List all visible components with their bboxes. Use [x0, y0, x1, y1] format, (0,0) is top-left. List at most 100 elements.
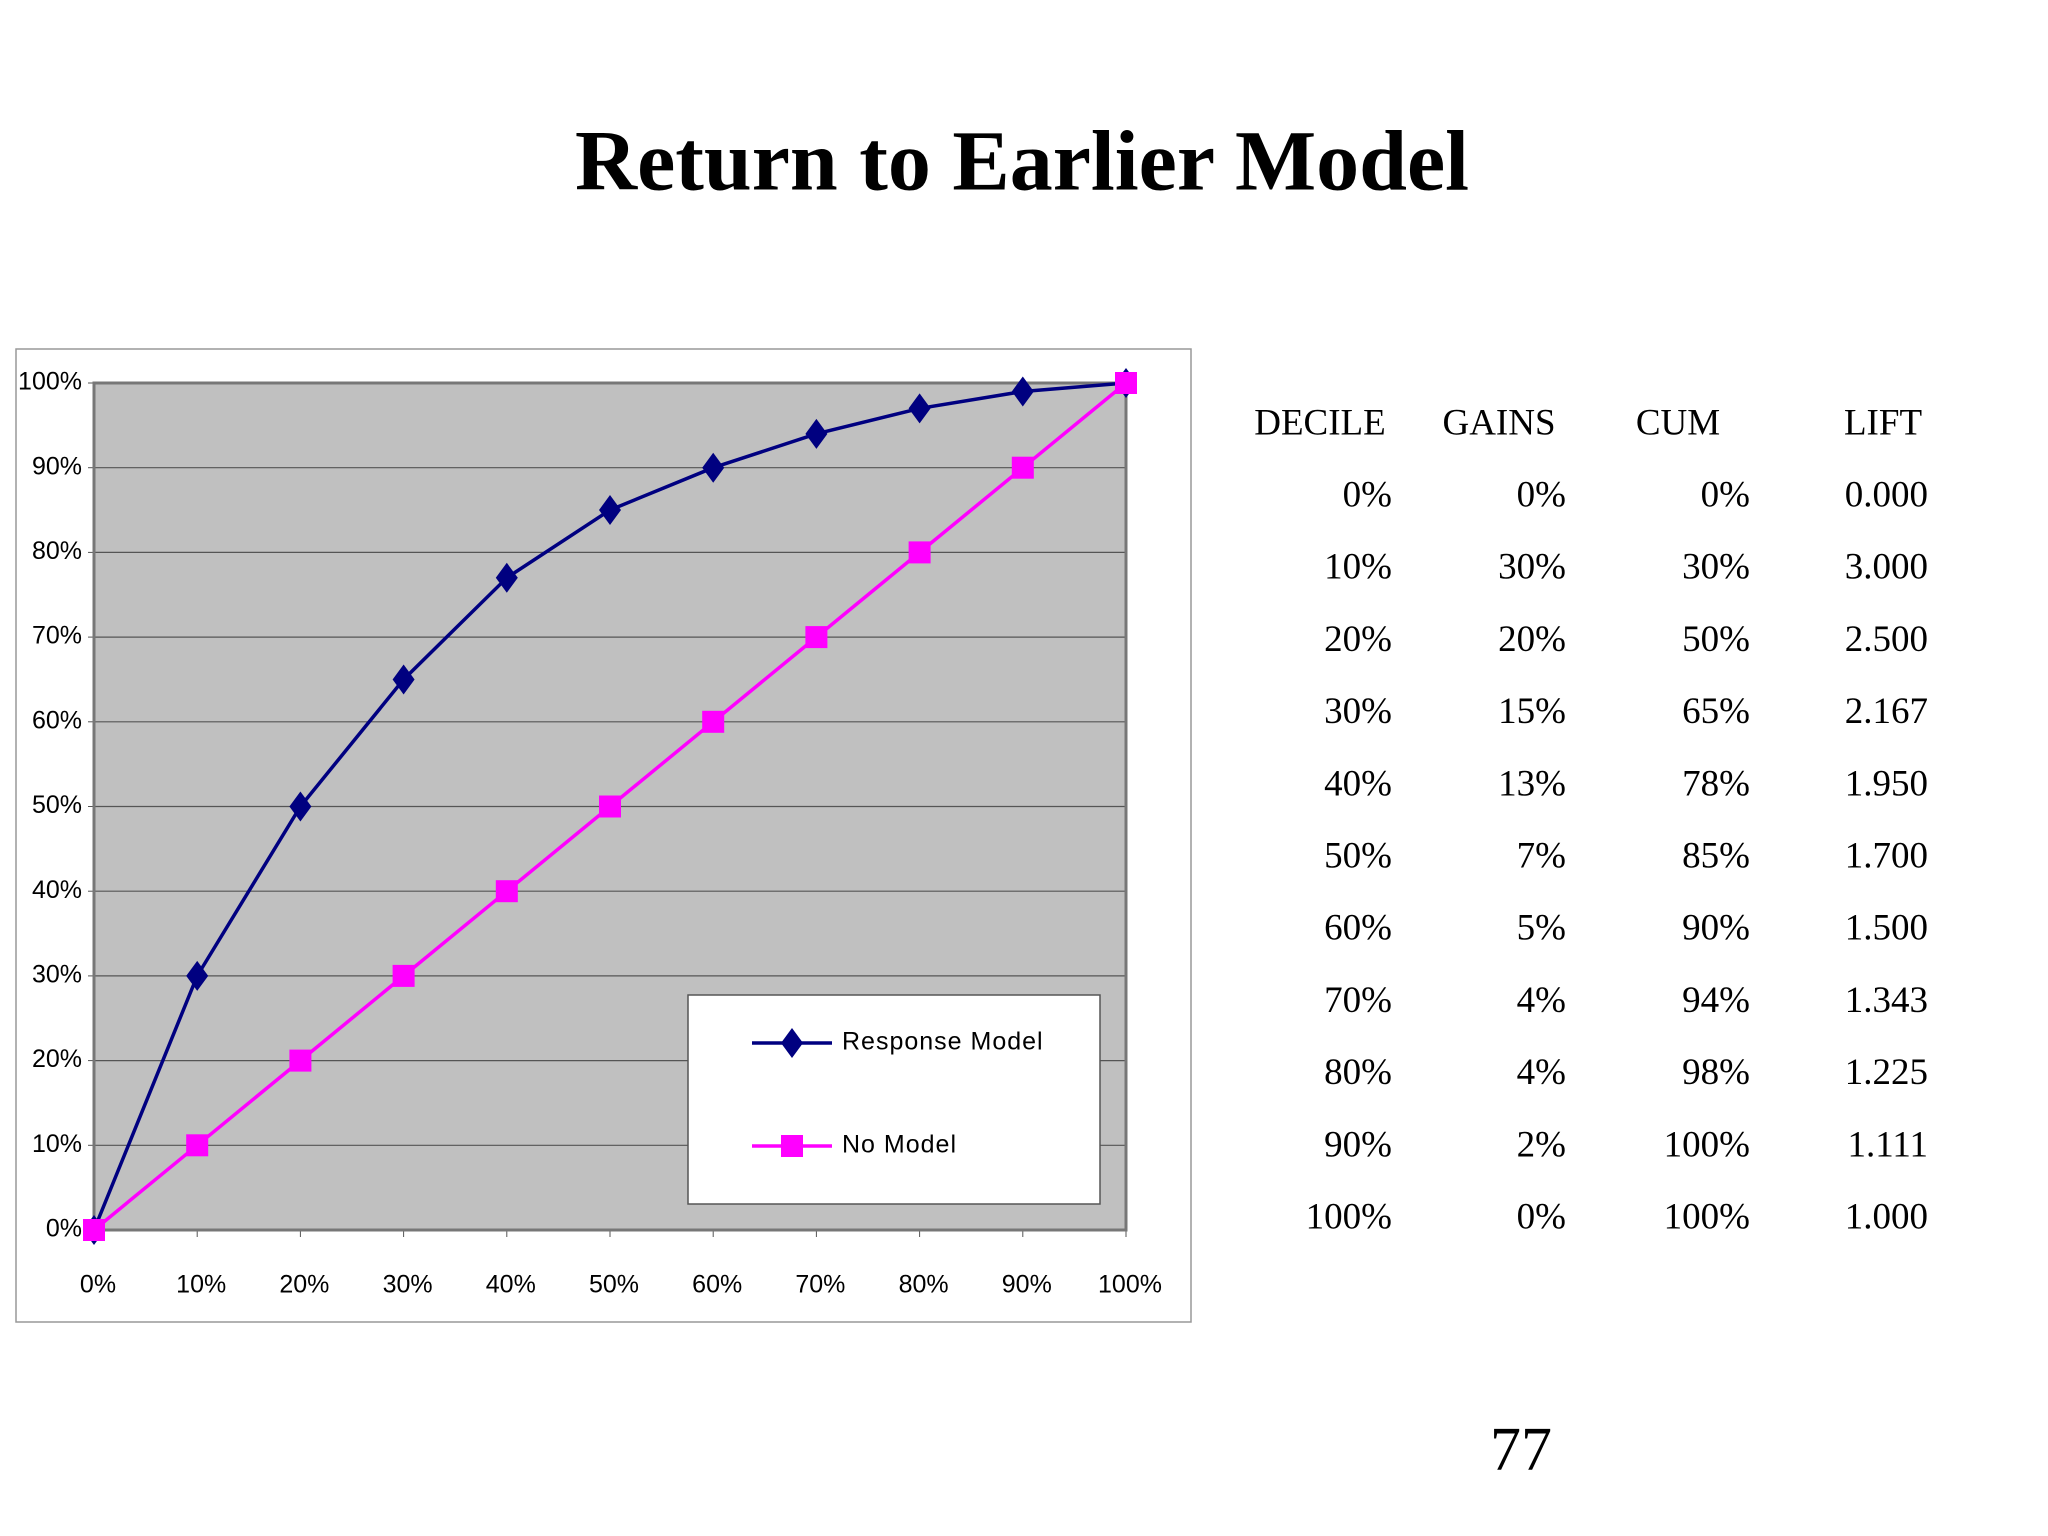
table-cell: 0% — [1343, 474, 1392, 515]
table-cell: 7% — [1517, 835, 1566, 876]
table-cell: 2.167 — [1845, 691, 1928, 732]
x-tick-label: 20% — [279, 1271, 329, 1299]
x-tick-label: 50% — [589, 1271, 639, 1299]
marker — [908, 393, 931, 424]
table-cell: 1.343 — [1845, 980, 1928, 1021]
x-tick-label: 70% — [795, 1271, 845, 1299]
table-cell: 10% — [1324, 547, 1392, 588]
table-cell: 13% — [1498, 763, 1566, 804]
marker — [392, 964, 415, 987]
x-tick-label: 0% — [80, 1271, 116, 1299]
legend-marker — [781, 1028, 803, 1058]
x-tick-label: 10% — [176, 1271, 226, 1299]
marker — [1011, 456, 1034, 479]
table-cell: 0% — [1517, 474, 1566, 515]
table-cell: 0.000 — [1845, 474, 1928, 515]
y-tick-label: 90% — [32, 452, 82, 480]
marker — [599, 495, 621, 526]
table-header: LIFT — [1844, 402, 1922, 443]
marker — [702, 452, 725, 483]
table-cell: 30% — [1498, 547, 1566, 588]
x-tick-label: 90% — [1002, 1271, 1052, 1299]
table-cell: 2% — [1517, 1124, 1566, 1165]
y-tick-label: 20% — [32, 1045, 82, 1073]
table-cell: 3.000 — [1845, 547, 1928, 588]
marker — [805, 626, 828, 649]
table-cell: 50% — [1324, 835, 1392, 876]
marker — [702, 710, 725, 733]
plot-border — [92, 381, 1128, 1232]
table-cell: 1.950 — [1845, 763, 1928, 804]
table-cell: 85% — [1682, 835, 1750, 876]
marker — [599, 795, 621, 818]
x-tick-label: 80% — [899, 1271, 949, 1299]
legend-label: Response Model — [842, 1028, 1044, 1056]
slide-title: Return to Earlier Model — [575, 113, 1469, 209]
table-cell: 1.000 — [1845, 1196, 1928, 1237]
table-cell: 50% — [1682, 619, 1750, 660]
table-cell: 94% — [1682, 980, 1750, 1021]
marker — [186, 1134, 209, 1157]
marker — [186, 960, 209, 991]
table-cell: 90% — [1682, 908, 1750, 949]
marker — [1115, 372, 1137, 394]
table-cell: 20% — [1498, 619, 1566, 660]
table-cell: 1.225 — [1845, 1052, 1928, 1093]
table-cell: 78% — [1682, 763, 1750, 804]
marker — [805, 418, 828, 449]
table-cell: 65% — [1682, 691, 1750, 732]
table-cell: 20% — [1324, 619, 1392, 660]
marker — [495, 562, 518, 593]
table-cell: 2.500 — [1845, 619, 1928, 660]
legend: Response Model No Model — [687, 994, 1101, 1205]
y-tick-label: 100% — [18, 368, 82, 396]
marker — [392, 664, 415, 695]
x-tick-label: 100% — [1098, 1271, 1162, 1299]
table-cell: 70% — [1324, 980, 1392, 1021]
legend-marker — [781, 1135, 803, 1157]
table-cell: 100% — [1664, 1196, 1750, 1237]
table-header: CUM — [1636, 402, 1720, 443]
table-cell: 1.700 — [1845, 835, 1928, 876]
x-tick-label: 40% — [486, 1271, 536, 1299]
marker — [289, 791, 312, 822]
table-cell: 15% — [1498, 691, 1566, 732]
y-tick-label: 10% — [32, 1130, 82, 1158]
y-tick-label: 50% — [32, 791, 82, 819]
marker — [908, 541, 931, 564]
table-cell: 60% — [1324, 908, 1392, 949]
y-tick-label: 60% — [32, 706, 82, 734]
legend-label: No Model — [842, 1131, 957, 1159]
table-cell: 80% — [1324, 1052, 1392, 1093]
table-cell: 30% — [1682, 547, 1750, 588]
x-tick-label: 30% — [383, 1271, 433, 1299]
table-cell: 40% — [1324, 763, 1392, 804]
table-header: GAINS — [1442, 402, 1555, 443]
y-tick-label: 40% — [32, 876, 82, 904]
x-tick-label: 60% — [692, 1271, 742, 1299]
table-cell: 1.111 — [1847, 1124, 1928, 1165]
table-cell: 100% — [1306, 1196, 1392, 1237]
table-cell: 30% — [1324, 691, 1392, 732]
marker — [1011, 376, 1034, 407]
table-cell: 0% — [1517, 1196, 1566, 1237]
legend-box — [687, 994, 1101, 1205]
table-cell: 90% — [1324, 1124, 1392, 1165]
table-cell: 98% — [1682, 1052, 1750, 1093]
y-tick-label: 80% — [32, 537, 82, 565]
y-tick-label: 0% — [46, 1215, 82, 1243]
page-number: 77 — [1490, 1416, 1552, 1484]
table-cell: 1.500 — [1845, 908, 1928, 949]
y-tick-label: 30% — [32, 961, 82, 989]
y-tick-label: 70% — [32, 622, 82, 650]
marker — [289, 1049, 312, 1072]
table-header: DECILE — [1254, 402, 1386, 443]
table-cell: 0% — [1701, 474, 1750, 515]
table-cell: 4% — [1517, 980, 1566, 1021]
table-cell: 5% — [1517, 908, 1566, 949]
marker — [495, 880, 518, 903]
table-cell: 100% — [1664, 1124, 1750, 1165]
marker — [83, 1219, 105, 1241]
